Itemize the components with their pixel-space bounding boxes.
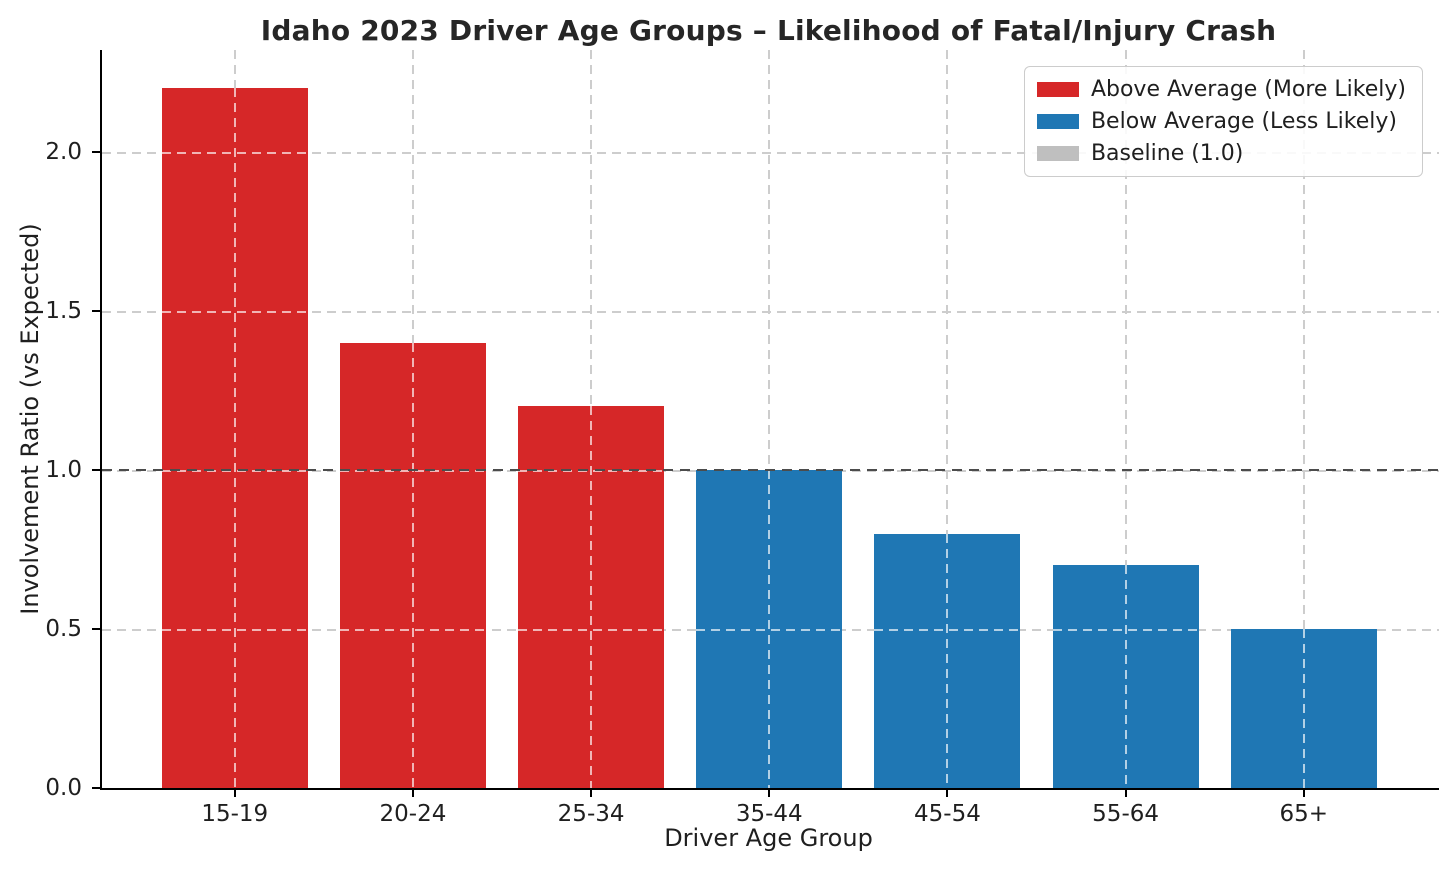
chart-title: Idaho 2023 Driver Age Groups – Likelihoo… bbox=[260, 14, 1277, 47]
x-axis-label: Driver Age Group bbox=[664, 824, 873, 852]
bar-gridline-overlay bbox=[411, 342, 414, 788]
y-tick-label: 1.5 bbox=[45, 297, 82, 324]
bar-35-44 bbox=[696, 469, 843, 788]
y-axis-label: Involvement Ratio (vs Expected) bbox=[16, 223, 44, 615]
x-tick-label: 25-34 bbox=[557, 801, 625, 827]
legend-swatch bbox=[1036, 146, 1079, 161]
bar-gridline-overlay bbox=[696, 628, 843, 631]
x-tick-mark bbox=[946, 790, 949, 797]
bar-gridline-overlay bbox=[1124, 565, 1127, 788]
legend-entry: Above Average (More Likely) bbox=[1036, 77, 1406, 102]
x-gridline bbox=[1124, 50, 1127, 788]
bar-55-64 bbox=[1052, 565, 1199, 788]
x-tick-mark bbox=[590, 790, 593, 797]
bar-25-34 bbox=[518, 406, 665, 788]
x-tick-mark bbox=[1124, 790, 1127, 797]
bar-gridline-overlay bbox=[233, 88, 236, 788]
bar-65+ bbox=[1230, 628, 1377, 788]
legend: Above Average (More Likely) Below Average… bbox=[1023, 66, 1423, 177]
plot-area: 0.0 0.5 1.0 1.5 2.0 15-19 20-24 25-34 35-44 45-54… bbox=[45, 50, 1439, 827]
legend-label: Above Average (More Likely) bbox=[1090, 77, 1406, 102]
bar-45-54 bbox=[874, 533, 1021, 788]
x-tick-mark bbox=[233, 790, 236, 797]
bar-gridline-overlay bbox=[590, 406, 593, 788]
bar-gridline-overlay bbox=[874, 628, 1021, 631]
x-tick-label: 15-19 bbox=[201, 801, 269, 827]
x-tick-label: 65+ bbox=[1279, 801, 1329, 827]
legend-entry: Below Average (Less Likely) bbox=[1036, 109, 1406, 134]
y-tick-mark bbox=[92, 468, 100, 471]
bar-gridline-overlay bbox=[518, 628, 665, 631]
x-tick-mark bbox=[411, 790, 414, 797]
x-gridline bbox=[946, 50, 949, 788]
bar-20-24 bbox=[339, 342, 486, 788]
x-tick-mark bbox=[1302, 790, 1305, 797]
baseline-line bbox=[102, 468, 1439, 471]
bar-gridline-overlay bbox=[161, 628, 308, 631]
x-tick-label: 55-64 bbox=[1092, 801, 1160, 827]
bar-gridline-overlay bbox=[161, 310, 308, 313]
legend-label: Below Average (Less Likely) bbox=[1090, 109, 1397, 134]
bar-15-19 bbox=[161, 88, 308, 788]
y-tick-mark bbox=[92, 309, 100, 312]
y-tick-label: 1.0 bbox=[45, 456, 82, 483]
legend-label: Baseline (1.0) bbox=[1090, 141, 1244, 166]
bar-gridline-overlay bbox=[1052, 628, 1199, 631]
bar-gridline-overlay bbox=[1302, 628, 1305, 788]
x-tick-mark bbox=[768, 790, 771, 797]
bar-gridline-overlay bbox=[339, 469, 486, 472]
bar-gridline-overlay bbox=[946, 533, 949, 788]
y-gridline bbox=[102, 310, 1439, 313]
y-tick-label: 2.0 bbox=[45, 138, 82, 165]
x-tick-label: 45-54 bbox=[914, 801, 981, 827]
legend-entry: Baseline (1.0) bbox=[1036, 141, 1406, 166]
bar-gridline-overlay bbox=[339, 628, 486, 631]
y-tick-label: 0.5 bbox=[45, 615, 82, 642]
bar-gridline-overlay bbox=[518, 469, 665, 472]
x-gridline bbox=[1302, 50, 1305, 788]
x-tick-label: 35-44 bbox=[735, 801, 803, 827]
bar-gridline-overlay bbox=[161, 469, 308, 472]
y-tick-label: 0.0 bbox=[45, 775, 82, 801]
legend-swatch bbox=[1036, 114, 1079, 129]
x-gridline bbox=[768, 50, 771, 788]
bar-gridline-overlay bbox=[161, 151, 308, 154]
y-tick-mark bbox=[92, 150, 100, 153]
y-tick-mark bbox=[92, 627, 100, 630]
y-gridline bbox=[102, 151, 1439, 154]
legend-swatch bbox=[1036, 82, 1079, 97]
x-tick-label: 20-24 bbox=[379, 801, 447, 827]
y-tick-mark bbox=[92, 787, 100, 789]
